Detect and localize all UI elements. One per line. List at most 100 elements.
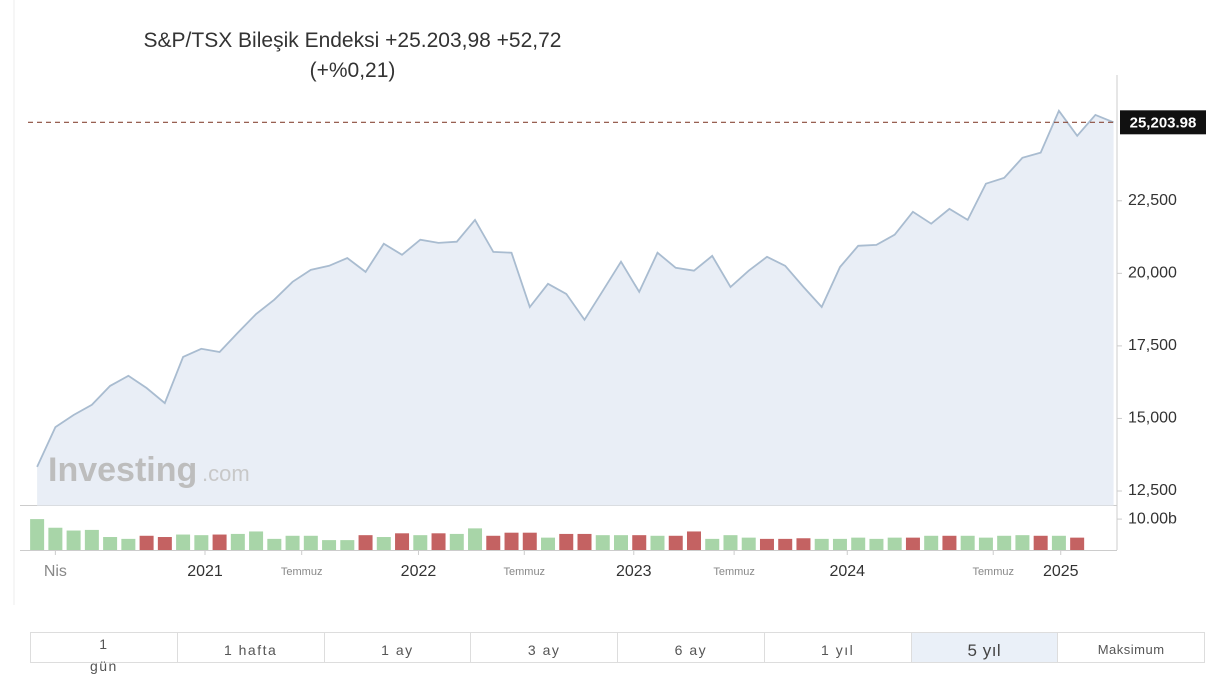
title-change: +52,72	[496, 29, 562, 52]
volume-bar	[1015, 535, 1030, 550]
x-tick-label: 2021	[187, 563, 223, 580]
x-tick-label: Temmuz	[972, 566, 1014, 578]
range-button[interactable]: 1 gün	[31, 633, 178, 674]
volume-bar	[869, 538, 884, 550]
line	[36, 109, 1114, 468]
range-label: 1 yıl	[821, 642, 855, 658]
volume-bar	[686, 531, 701, 550]
title-percent: (+%0,21)	[309, 59, 396, 82]
volume-bar	[1051, 535, 1066, 550]
volume-tick-label: 10.00b	[1128, 510, 1177, 527]
y-tick-label: 22,500	[1128, 192, 1177, 209]
x-tick-label: Nis	[44, 563, 67, 580]
volume-bar	[997, 535, 1012, 550]
volume-bar	[285, 535, 300, 550]
volume-bar	[395, 533, 410, 550]
volume-bar	[814, 538, 829, 550]
volume-bar	[121, 538, 136, 550]
volume-bar	[157, 537, 172, 550]
volume-bar	[358, 535, 373, 550]
volume-bar	[778, 538, 793, 550]
volume-bar	[887, 537, 902, 550]
volume-bar	[340, 540, 355, 550]
range-button[interactable]: 6 ay	[618, 633, 765, 662]
volume-bar	[139, 535, 154, 550]
volume-bar	[632, 535, 647, 550]
volume-bar	[522, 532, 537, 550]
range-selector: 1 gün 1 hafta 1 ay 3 ay 6 ay 1 yıl 5 yıl Maksim…	[30, 632, 1205, 674]
volume-bar	[905, 537, 920, 550]
volume-bar	[960, 535, 975, 550]
volume-bar	[978, 537, 993, 550]
y-tick-label: 15,000	[1128, 410, 1177, 427]
range-button[interactable]: 5 yıl	[911, 633, 1059, 662]
range-label: 6 ay	[674, 642, 708, 658]
range-button[interactable]: 3 ay	[471, 633, 618, 662]
volume-bar	[376, 537, 391, 550]
volume-bar	[595, 535, 610, 550]
volume-bar	[103, 537, 118, 550]
watermark: Investing	[48, 451, 197, 489]
y-tick-label: 12,500	[1128, 482, 1177, 499]
x-tick-label: Temmuz	[281, 566, 323, 578]
volume-bar	[303, 535, 318, 550]
y-tick-label: 20,000	[1128, 265, 1177, 282]
volume-bar	[705, 538, 720, 550]
range-label: 1 hafta	[223, 642, 278, 658]
volume-bar	[48, 527, 63, 550]
volume-bar	[194, 535, 209, 550]
volume-bar	[176, 534, 191, 550]
x-tick-label: Temmuz	[504, 566, 546, 578]
volume-bar	[413, 535, 428, 550]
last-price-box	[1120, 110, 1206, 135]
x-tick-label: 2023	[616, 563, 652, 580]
range-button[interactable]: 1 ay	[324, 633, 472, 662]
volume-bar	[449, 533, 464, 550]
x-tick-label: Temmuz	[713, 566, 755, 578]
range-button[interactable]: Maksimum	[1058, 633, 1204, 662]
range-label: 1 ay	[381, 642, 414, 658]
range-label: 1 gün	[89, 636, 118, 674]
volume-bar	[66, 530, 81, 550]
volume-bar	[1070, 537, 1085, 550]
title-name: S&P/TSX Bileşik Endeksi	[143, 29, 380, 52]
x-tick-label: 2025	[1043, 563, 1079, 580]
volume-bar	[559, 533, 574, 550]
volume-bar	[650, 535, 665, 550]
volume-bar	[723, 535, 738, 550]
range-label: Maksimum	[1097, 642, 1165, 657]
volume-bar	[851, 537, 866, 550]
volume-bar	[924, 535, 939, 550]
volume-bar	[212, 534, 227, 550]
watermark-suffix: .com	[202, 461, 250, 486]
volume-bar	[614, 535, 629, 550]
volume-bar	[230, 533, 245, 550]
volume-bar	[759, 538, 774, 550]
volume-bar	[249, 531, 264, 550]
volume-bar	[942, 535, 957, 550]
volume-bar	[832, 538, 847, 550]
x-tick-label: 2024	[829, 563, 865, 580]
volume-bar	[468, 528, 483, 550]
volume-bar	[30, 519, 45, 550]
volume-bar	[322, 540, 337, 550]
volume-bar	[486, 535, 501, 550]
volume-bar	[84, 529, 99, 550]
volume-bar	[796, 538, 811, 550]
volume-bar	[267, 538, 282, 550]
title: S&P/TSX Bileşik Endeksi +25.203,98 +52,7…	[90, 26, 615, 86]
x-tick-label: 2022	[401, 563, 437, 580]
volume-bar	[431, 533, 446, 550]
volume-bar	[577, 533, 592, 550]
last-price-label: 25,203.98	[1130, 114, 1197, 131]
y-tick-label: 17,500	[1128, 337, 1177, 354]
volume-bar	[741, 537, 756, 550]
volume-bar	[1033, 535, 1048, 550]
range-label: 5 yıl	[967, 641, 1002, 660]
range-button[interactable]: 1 hafta	[177, 633, 325, 662]
range-button[interactable]: 1 yıl	[764, 633, 912, 662]
volume-bar	[541, 537, 556, 550]
title-price: +25.203,98	[385, 29, 491, 52]
